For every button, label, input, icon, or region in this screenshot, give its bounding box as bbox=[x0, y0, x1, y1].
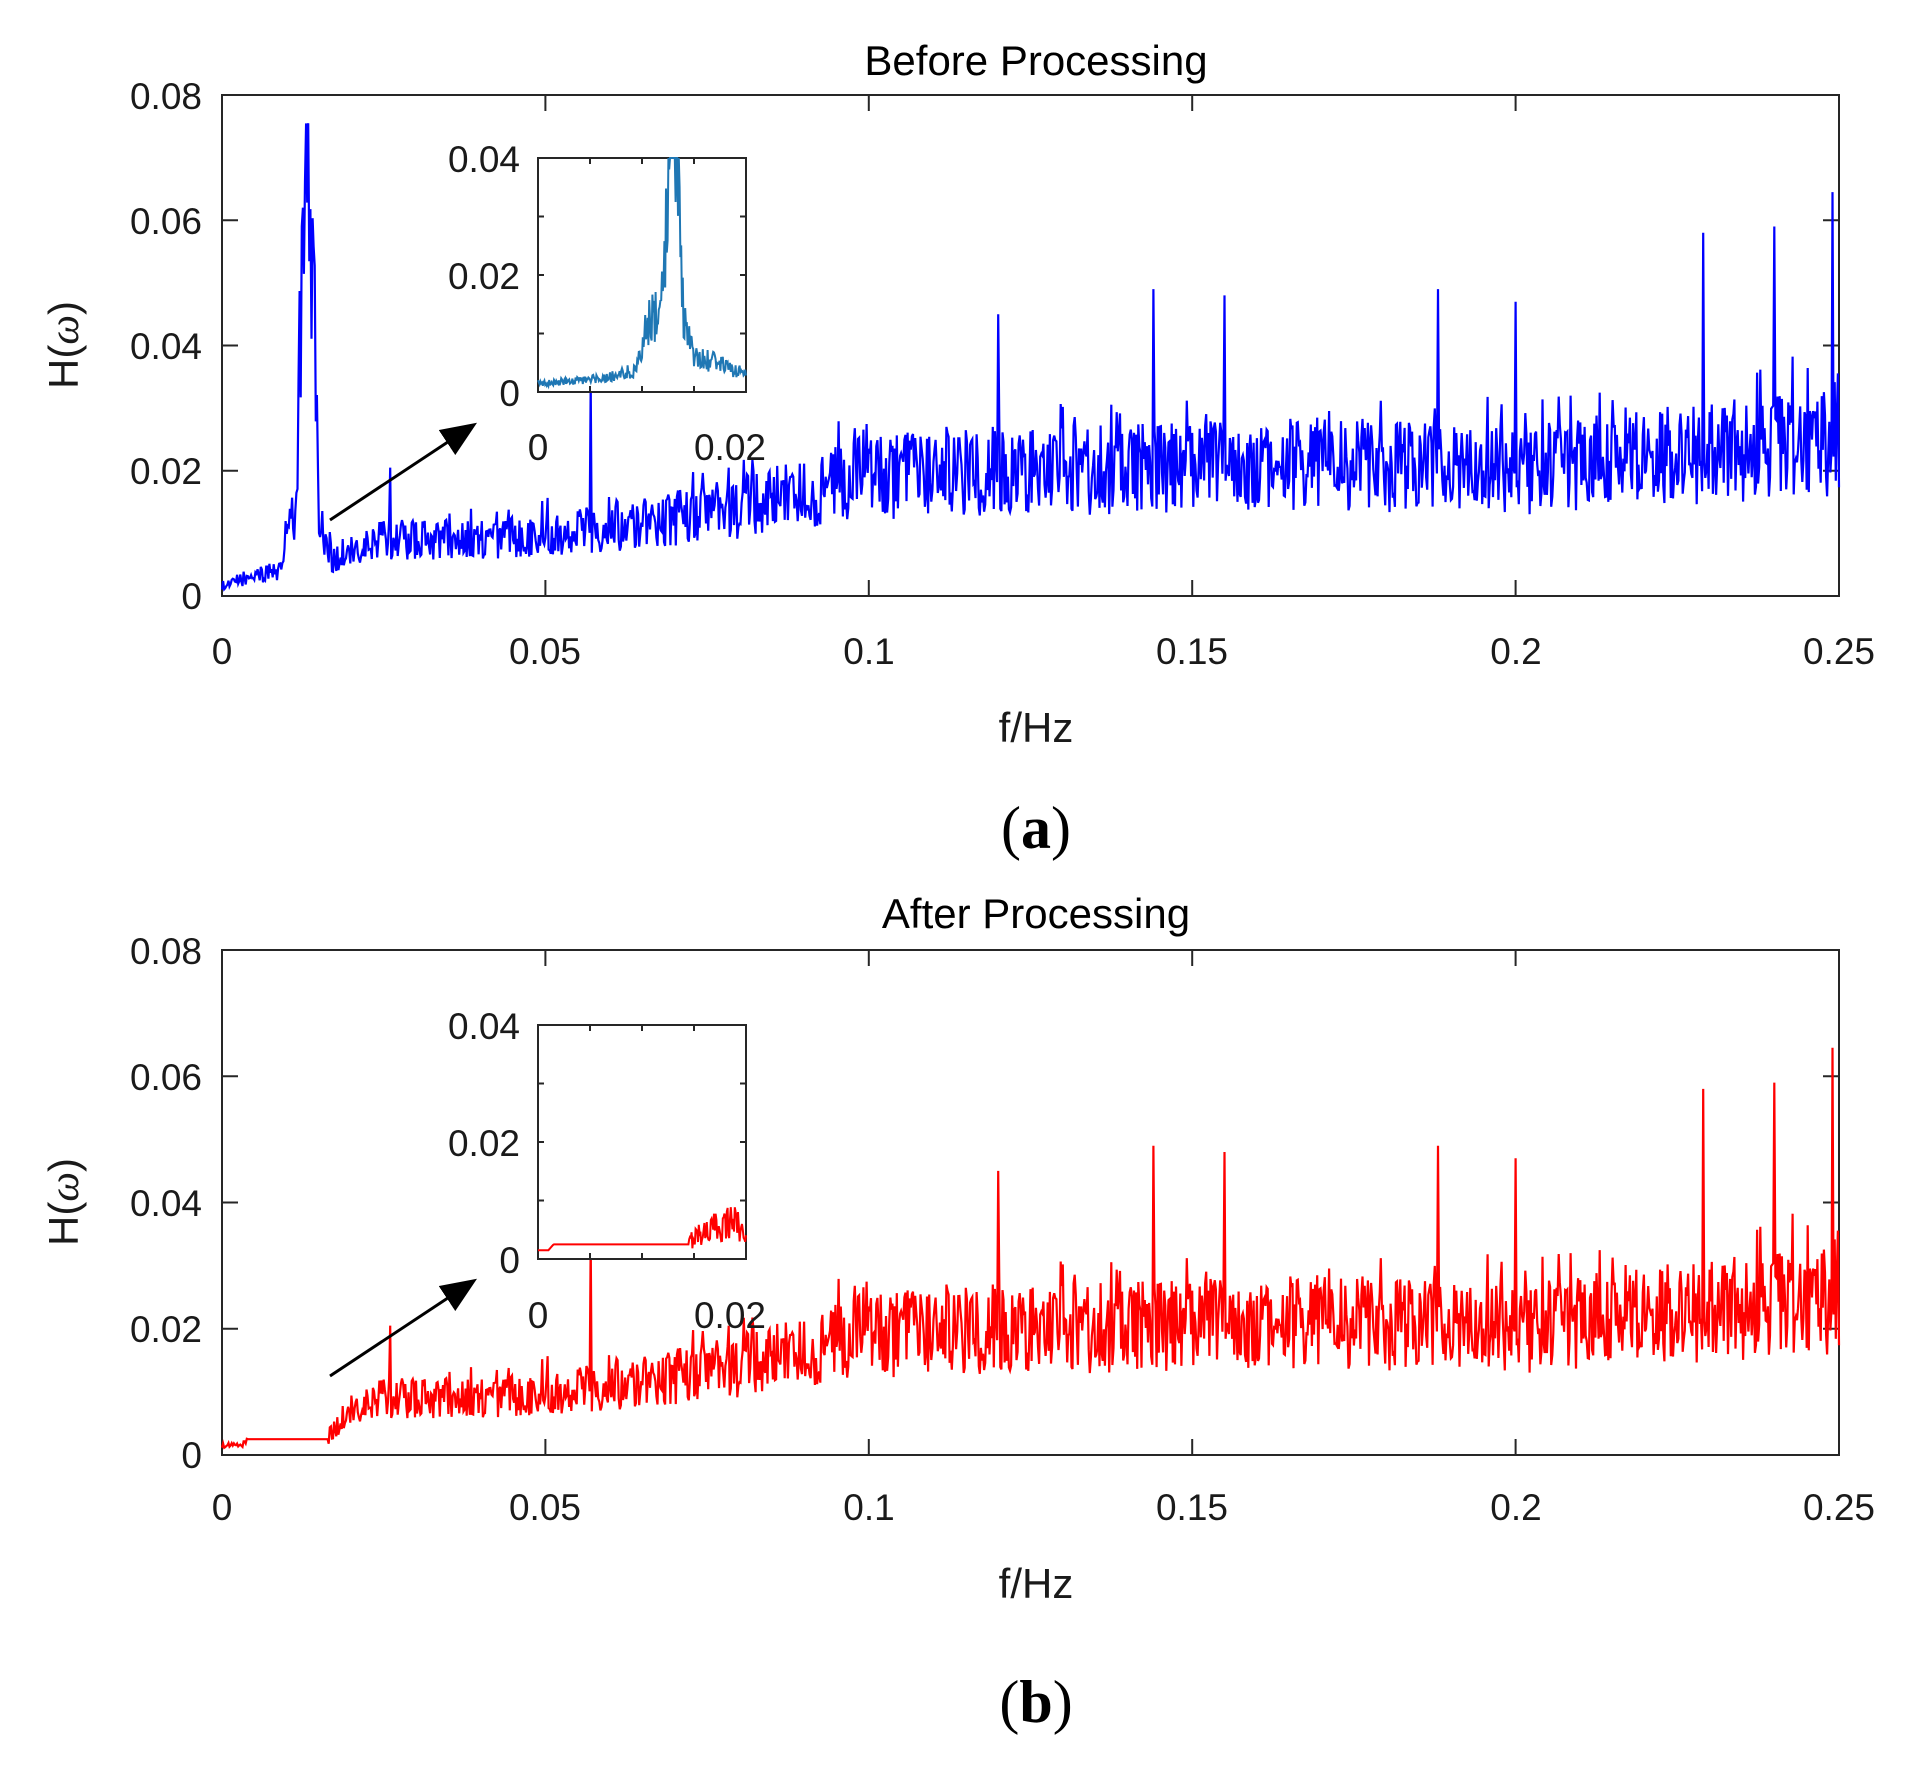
y-ticks-after: 0 0.02 0.04 0.06 0.08 bbox=[130, 931, 202, 1476]
y-tick-label: 0.02 bbox=[130, 1309, 202, 1350]
x-tick-label: 0.05 bbox=[509, 1487, 581, 1528]
inset-x-tick-label: 0.02 bbox=[694, 1295, 766, 1336]
panel-label-b: (b) bbox=[999, 1669, 1072, 1735]
x-ticks-before: 0 0.05 0.1 0.15 0.2 0.25 bbox=[212, 631, 1875, 672]
inset-series-line-before bbox=[537, 157, 747, 390]
panel-label-letter: b bbox=[1019, 1669, 1052, 1735]
plot-title-before: Before Processing bbox=[864, 37, 1207, 84]
y-tick-label: 0 bbox=[181, 1435, 202, 1476]
y-ticks-before: 0 0.02 0.04 0.06 0.08 bbox=[130, 76, 202, 617]
series-line-after bbox=[220, 1047, 1841, 1450]
inset-tick-marks-after bbox=[537, 1024, 747, 1260]
inset-axes-before: 0 0.02 0.04 0 0.02 bbox=[448, 139, 766, 468]
inset-y-tick-label: 0.04 bbox=[448, 1006, 520, 1047]
x-tick-label: 0.2 bbox=[1490, 631, 1541, 672]
y-axis-title-suffix: ) bbox=[40, 1158, 87, 1172]
zoom-arrow-before bbox=[329, 422, 478, 522]
tick-marks-after bbox=[221, 949, 1840, 1456]
x-tick-label: 0 bbox=[212, 631, 233, 672]
inset-y-tick-label: 0 bbox=[499, 373, 520, 414]
omega-symbol: ω bbox=[42, 1172, 88, 1202]
y-tick-label: 0.08 bbox=[130, 931, 202, 972]
inset-y-tick-label: 0.04 bbox=[448, 139, 520, 180]
panel-after-processing: After Processing 0 0.02 0.04 0.06 0.08 0… bbox=[40, 890, 1875, 1735]
y-tick-label: 0.06 bbox=[130, 201, 202, 242]
inset-x-tick-label: 0.02 bbox=[694, 427, 766, 468]
inset-series-line-after bbox=[538, 1207, 747, 1252]
y-tick-label: 0.08 bbox=[130, 76, 202, 117]
panel-label-close: ) bbox=[1053, 1669, 1073, 1735]
x-tick-label: 0.15 bbox=[1156, 631, 1228, 672]
x-tick-label: 0.1 bbox=[843, 631, 894, 672]
inset-x-tick-label: 0 bbox=[528, 427, 549, 468]
main-axes-after: 0 0.02 0.04 0.06 0.08 0 0.05 0.1 0.15 0.… bbox=[130, 931, 1875, 1528]
zoom-arrow-after bbox=[329, 1278, 478, 1378]
inset-x-tick-label: 0 bbox=[528, 1295, 549, 1336]
panel-label-open: ( bbox=[999, 1669, 1019, 1735]
y-axis-title-after: H(ω) bbox=[40, 1158, 88, 1246]
panel-label-letter: a bbox=[1021, 795, 1051, 861]
y-tick-label: 0.04 bbox=[130, 1183, 202, 1224]
panel-label-a: (a) bbox=[1001, 795, 1071, 861]
y-axis-title-prefix: H( bbox=[40, 345, 87, 389]
x-tick-label: 0.1 bbox=[843, 1487, 894, 1528]
y-axis-title-suffix: ) bbox=[40, 301, 87, 315]
inset-axes-after: 0 0.02 0.04 0 0.02 bbox=[448, 1006, 766, 1336]
x-tick-label: 0 bbox=[212, 1487, 233, 1528]
inset-y-tick-label: 0.02 bbox=[448, 256, 520, 297]
x-axis-title-after: f/Hz bbox=[999, 1560, 1074, 1607]
y-tick-label: 0.02 bbox=[130, 451, 202, 492]
panel-label-open: ( bbox=[1001, 795, 1021, 861]
x-tick-label: 0.2 bbox=[1490, 1487, 1541, 1528]
omega-symbol: ω bbox=[42, 315, 88, 345]
inset-tick-marks-before bbox=[537, 157, 747, 393]
panel-before-processing: Before Processing 0 0.02 0.04 0.06 0.08 … bbox=[40, 37, 1875, 861]
plot-frame bbox=[221, 949, 1840, 1456]
plot-title-after: After Processing bbox=[882, 890, 1190, 937]
inset-y-tick-label: 0 bbox=[499, 1240, 520, 1281]
panel-label-close: ) bbox=[1051, 795, 1071, 861]
y-tick-label: 0.04 bbox=[130, 326, 202, 367]
x-tick-label: 0.15 bbox=[1156, 1487, 1228, 1528]
plot-frame bbox=[221, 94, 1840, 597]
x-tick-label: 0.25 bbox=[1803, 631, 1875, 672]
x-axis-title-before: f/Hz bbox=[999, 704, 1074, 751]
main-axes-before: 0 0.02 0.04 0.06 0.08 0 0.05 0.1 0.15 0.… bbox=[130, 76, 1875, 672]
x-ticks-after: 0 0.05 0.1 0.15 0.2 0.25 bbox=[212, 1487, 1875, 1528]
series-line-before bbox=[220, 123, 1841, 592]
x-tick-label: 0.05 bbox=[509, 631, 581, 672]
y-tick-label: 0 bbox=[181, 576, 202, 617]
y-axis-title-before: H(ω) bbox=[40, 301, 88, 389]
x-tick-label: 0.25 bbox=[1803, 1487, 1875, 1528]
y-tick-label: 0.06 bbox=[130, 1057, 202, 1098]
y-axis-title-prefix: H( bbox=[40, 1202, 87, 1246]
inset-y-tick-label: 0.02 bbox=[448, 1123, 520, 1164]
